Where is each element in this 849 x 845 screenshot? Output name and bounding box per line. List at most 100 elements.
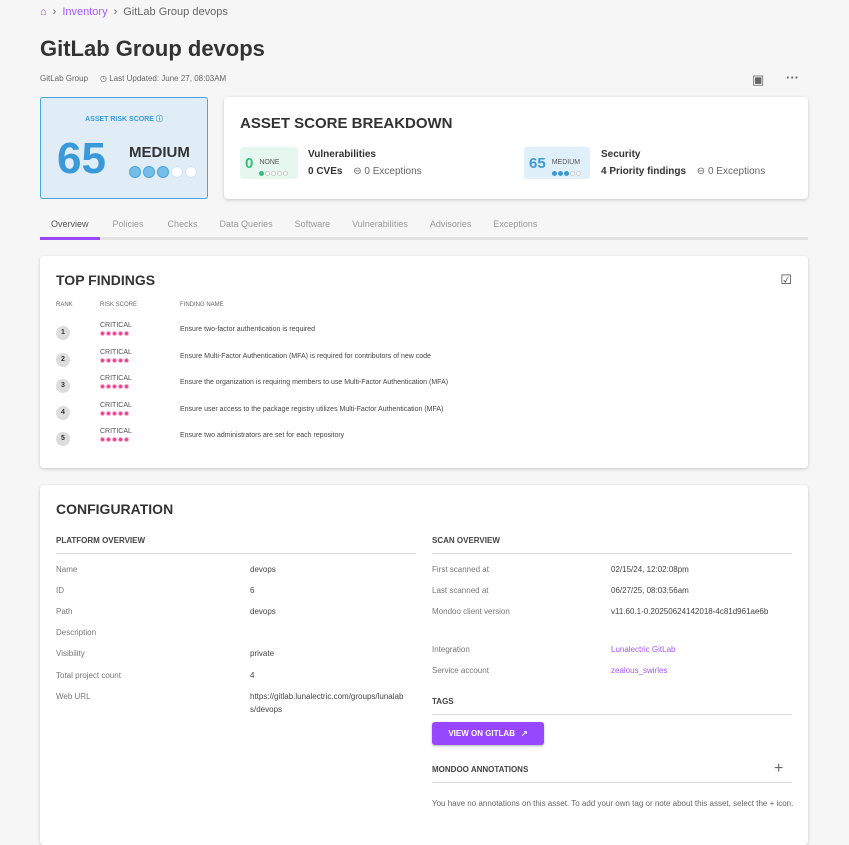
field-label: Mondoo client version xyxy=(432,607,510,616)
configuration-card: CONFIGURATION PLATFORM OVERVIEW Name dev… xyxy=(40,485,808,845)
field-value: devops xyxy=(250,565,276,574)
header-rank: RANK xyxy=(56,302,73,308)
breadcrumb-current: GitLab Group devops xyxy=(123,6,228,18)
security-level: MEDIUM xyxy=(551,158,581,166)
home-icon[interactable]: ⌂ xyxy=(40,6,47,18)
field-label: Service account xyxy=(432,666,489,675)
risk-dots xyxy=(100,331,132,336)
asset-meta: GitLab Group ◷ Last Updated: June 27, 08… xyxy=(40,74,226,83)
security-name: Security xyxy=(601,149,641,160)
vuln-category[interactable]: Vulnerabilities 0 CVEs ⊖ 0 Exceptions xyxy=(308,149,422,177)
finding-name: Ensure two-factor authentication is requ… xyxy=(180,326,316,333)
tab-vulnerabilities[interactable]: Vulnerabilities xyxy=(352,219,408,229)
header-risk-score: RISK SCORE xyxy=(100,302,138,308)
tab-data-queries[interactable]: Data Queries xyxy=(219,219,273,229)
risk-dots xyxy=(100,357,132,363)
field-value: devops xyxy=(250,607,276,616)
field-label: Integration xyxy=(432,645,470,654)
field-value: 6 xyxy=(250,586,255,595)
field-value: https://gitlab.lunalectric.com/groups/lu… xyxy=(250,692,404,714)
field-value[interactable]: zealous_swirles xyxy=(611,666,668,675)
tab-exceptions[interactable]: Exceptions xyxy=(493,219,538,229)
field-label: Total project count xyxy=(56,671,121,680)
field-value: 02/15/24, 12:02:08pm xyxy=(611,565,689,574)
finding-name: Ensure the organization is requiring mem… xyxy=(180,379,449,386)
tags-title: TAGS xyxy=(432,697,792,715)
asset-risk-score-card: ASSET RISK SCORE ⓘ 65 MEDIUM xyxy=(40,97,208,199)
page-title: GitLab Group devops xyxy=(40,36,265,61)
risk-dots xyxy=(129,166,197,178)
risk-dot xyxy=(143,166,155,178)
tab-bar: Overview Policies Checks Data Queries So… xyxy=(40,210,808,240)
info-icon[interactable]: ⓘ xyxy=(155,116,163,123)
config-title: CONFIGURATION xyxy=(56,501,174,517)
risk-dots xyxy=(100,384,132,389)
tab-overview[interactable]: Overview xyxy=(40,210,100,240)
security-score-box: 65 MEDIUM xyxy=(524,147,590,179)
risk-level: CRITICAL xyxy=(100,322,132,329)
security-category[interactable]: Security 4 Priority findings ⊖ 0 Excepti… xyxy=(601,149,766,177)
finding-row[interactable]: 1 CRITICAL Ensure two-factor authenticat… xyxy=(40,322,808,352)
risk-level: CRITICAL xyxy=(100,348,132,356)
vuln-score: 0 xyxy=(245,154,254,172)
field-value: private xyxy=(250,649,275,658)
add-annotation-icon[interactable]: + xyxy=(774,760,784,777)
rank-badge: 2 xyxy=(56,352,70,367)
findings-title: TOP FINDINGS xyxy=(56,272,156,288)
platform-overview-title: PLATFORM OVERVIEW xyxy=(56,536,416,554)
rank-badge: 5 xyxy=(56,432,70,446)
finding-row[interactable]: 2 CRITICAL Ensure Multi-Factor Authentic… xyxy=(40,349,808,379)
view-on-gitlab-button[interactable]: VIEW ON GITLAB ↗ xyxy=(432,722,544,745)
tab-checks[interactable]: Checks xyxy=(167,219,198,229)
field-label: First scanned at xyxy=(432,565,489,574)
asset-score-breakdown: ASSET SCORE BREAKDOWN 0 NONE Vulnerabili… xyxy=(224,97,808,199)
field-label: ID xyxy=(56,586,64,595)
annotations-title: MONDOO ANNOTATIONS xyxy=(432,765,792,783)
scan-overview-title: SCAN OVERVIEW xyxy=(432,536,792,554)
field-value: 4 xyxy=(250,671,255,680)
field-label: Name xyxy=(56,565,78,574)
more-icon[interactable]: ··· xyxy=(786,70,799,85)
risk-level: CRITICAL xyxy=(100,375,132,382)
rank-badge: 1 xyxy=(56,326,70,340)
vuln-count: 0 CVEs xyxy=(308,166,343,177)
field-value: 06/27/25, 08:03:56am xyxy=(611,586,689,595)
vuln-score-box: 0 NONE xyxy=(240,147,298,179)
finding-row[interactable]: 4 CRITICAL Ensure user access to the pac… xyxy=(40,402,808,432)
asset-type: GitLab Group xyxy=(40,74,89,83)
risk-dot xyxy=(185,166,197,178)
annotations-empty: You have no annotations on this asset. T… xyxy=(432,799,794,808)
risk-label: ASSET RISK SCORE xyxy=(85,116,154,123)
vuln-name: Vulnerabilities xyxy=(308,149,376,160)
risk-level: CRITICAL xyxy=(100,428,132,435)
checklist-icon[interactable]: ☑ xyxy=(780,272,792,287)
field-label: Web URL xyxy=(56,692,91,701)
field-value[interactable]: Lunalectric GitLab xyxy=(611,645,676,654)
field-value: v11.60.1-0.20250624142018-4c81d961ae6b xyxy=(611,607,769,616)
rank-badge: 3 xyxy=(56,379,70,393)
tab-advisories[interactable]: Advisories xyxy=(429,219,472,229)
vuln-exceptions: 0 Exceptions xyxy=(364,166,422,177)
risk-dot xyxy=(129,166,141,178)
clock-icon: ◷ xyxy=(100,74,108,83)
rank-badge: 4 xyxy=(56,405,70,420)
tab-software[interactable]: Software xyxy=(294,219,331,229)
header-finding-name: FINDING NAME xyxy=(180,302,224,308)
breadcrumb-inventory[interactable]: Inventory xyxy=(62,6,108,18)
finding-row[interactable]: 3 CRITICAL Ensure the organization is re… xyxy=(40,375,808,405)
finding-name: Ensure Multi-Factor Authentication (MFA)… xyxy=(180,352,431,360)
last-updated: Last Updated: June 27, 08:03AM xyxy=(109,74,227,83)
finding-name: Ensure two administrators are set for ea… xyxy=(180,432,345,439)
finding-name: Ensure user access to the package regist… xyxy=(180,405,444,413)
risk-dots xyxy=(100,437,132,442)
finding-row[interactable]: 5 CRITICAL Ensure two administrators are… xyxy=(40,428,808,458)
top-findings-card: TOP FINDINGS ☑ RANK RISK SCORE FINDING N… xyxy=(40,256,808,468)
security-count: 4 Priority findings xyxy=(601,166,687,177)
field-label: Last scanned at xyxy=(432,586,489,595)
report-icon[interactable]: ▣ xyxy=(752,72,765,87)
field-label: Visibility xyxy=(56,649,85,658)
vuln-level: NONE xyxy=(259,158,280,166)
field-label: Path xyxy=(56,607,73,616)
tab-policies[interactable]: Policies xyxy=(112,219,144,229)
view-on-gitlab-label: VIEW ON GITLAB xyxy=(448,729,515,738)
